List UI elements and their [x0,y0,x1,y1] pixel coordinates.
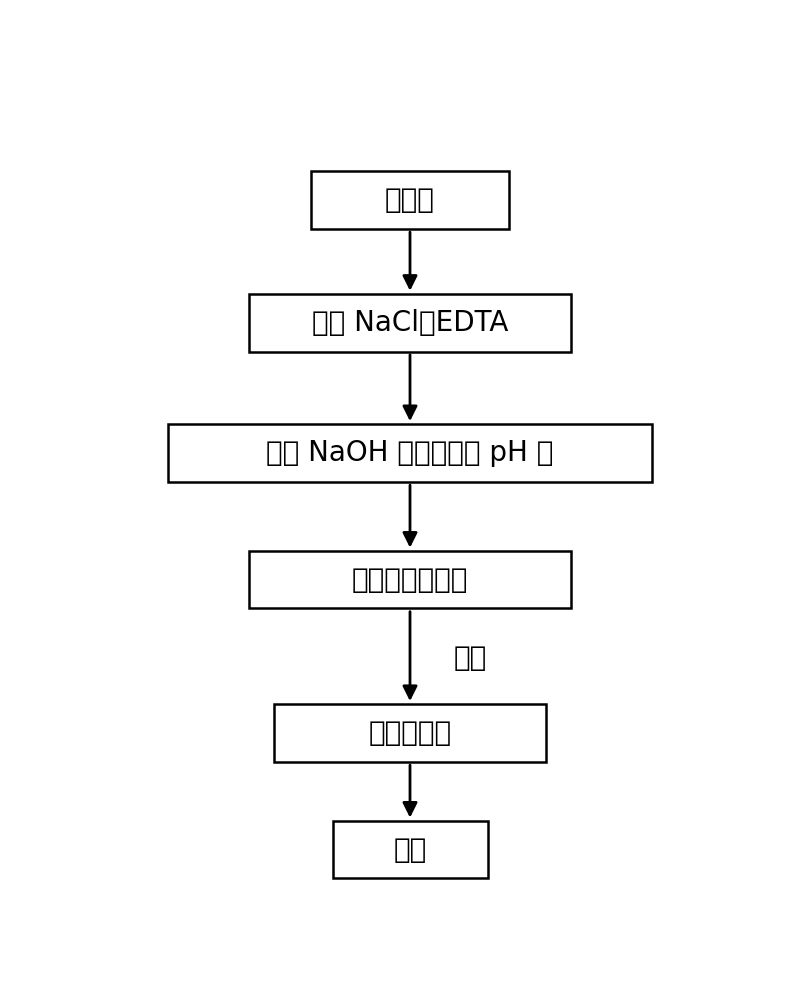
Bar [249,294,571,352]
Text: 通直流电，电解: 通直流电，电解 [352,566,468,594]
Bar [274,704,546,762]
Bar [310,171,509,229]
Text: 蒸馏水: 蒸馏水 [385,186,435,214]
Text: 加入 NaOH 溶液，调节 pH 值: 加入 NaOH 溶液，调节 pH 值 [266,439,554,467]
Text: 蒸馏水洗涂: 蒸馏水洗涂 [369,719,451,747]
Text: 干燥: 干燥 [394,836,426,864]
Text: 搅拌: 搅拌 [454,643,486,672]
Bar [249,551,571,609]
Bar [333,821,487,878]
Text: 加入 NaCl、EDTA: 加入 NaCl、EDTA [312,309,508,337]
Bar [168,424,652,482]
